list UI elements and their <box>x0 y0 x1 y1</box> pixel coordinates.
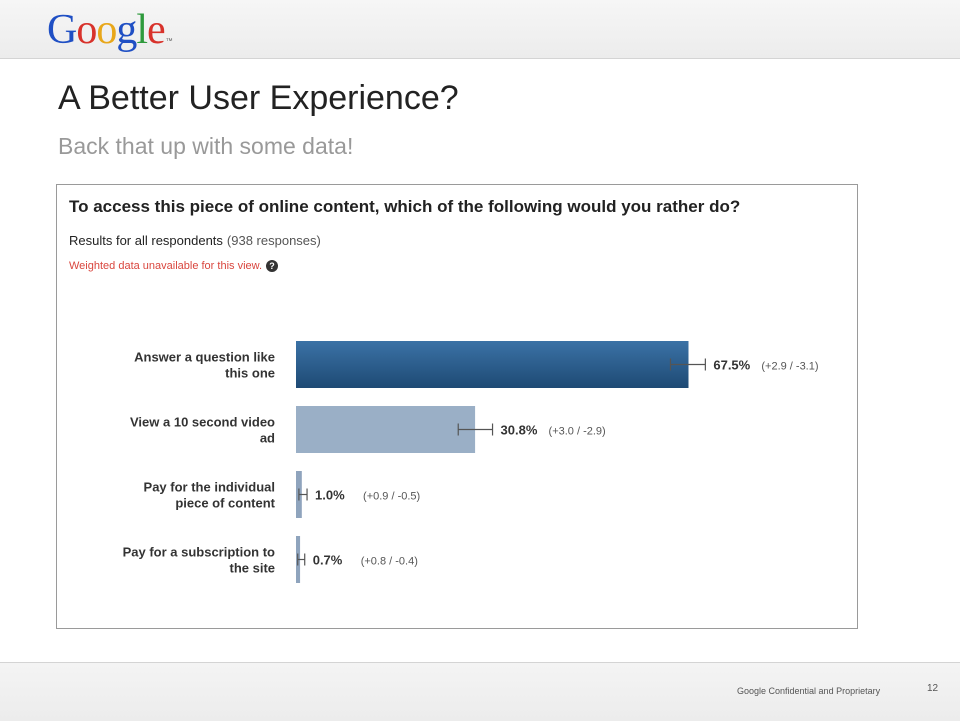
value-label: 30.8% <box>501 423 538 438</box>
weighted-data-note: Weighted data unavailable for this view.… <box>69 260 279 273</box>
value-label: 67.5% <box>713 358 750 373</box>
slide-subtitle: Back that up with some data! <box>58 133 354 159</box>
help-icon[interactable]: ? <box>266 260 279 273</box>
category-label: Answer a question like this one <box>134 350 275 381</box>
logo-letter: l <box>136 7 148 53</box>
page-number: 12 <box>927 683 939 694</box>
note-text: Weighted data unavailable for this view. <box>69 260 263 272</box>
survey-question: To access this piece of online content, … <box>69 197 741 216</box>
slide-title: A Better User Experience? <box>58 79 459 117</box>
value-label: 1.0% <box>315 488 345 503</box>
bar <box>296 406 476 453</box>
slide-footer <box>0 662 960 721</box>
category-label: Pay for the individual piece of content <box>144 480 276 511</box>
error-label: (+3.0 / -2.9) <box>549 426 606 438</box>
value-label: 0.7% <box>313 553 343 568</box>
logo-letter: o <box>96 7 117 53</box>
logo-letter: G <box>47 7 77 53</box>
results-summary: Results for all respondents (938 response… <box>69 233 321 248</box>
category-label: Pay for a subscription to the site <box>123 545 275 576</box>
response-count: (938 responses) <box>226 233 321 248</box>
category-label: View a 10 second video ad <box>130 415 275 446</box>
survey-results-panel: To access this piece of online content, … <box>56 184 858 629</box>
bar <box>296 341 689 388</box>
google-logo: Google™ <box>47 6 173 54</box>
logo-letter: e <box>147 7 166 53</box>
error-label: (+0.9 / -0.5) <box>363 491 420 503</box>
logo-letter: o <box>76 7 97 53</box>
confidential-notice: Google Confidential and Proprietary <box>737 686 881 696</box>
results-label: Results for all respondents <box>69 233 223 248</box>
error-label: (+2.9 / -3.1) <box>761 361 818 373</box>
logo-trademark: ™ <box>165 38 173 45</box>
error-label: (+0.8 / -0.4) <box>361 556 418 568</box>
logo-letter: g <box>116 7 137 53</box>
slide-header: Google™ <box>0 0 960 59</box>
results-bar-chart: Answer a question like this one 67.5% (+2.9… <box>123 341 819 583</box>
